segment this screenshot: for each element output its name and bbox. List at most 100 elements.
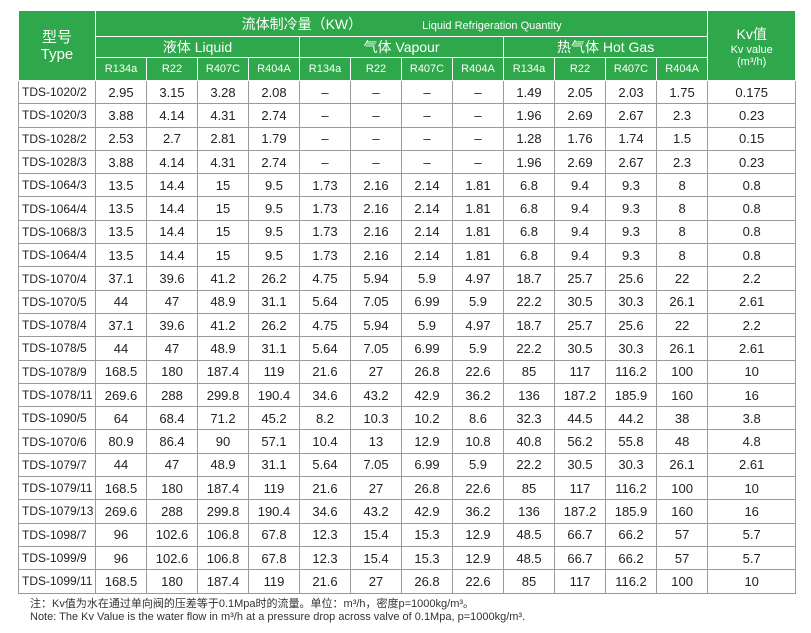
model-cell: TDS-1098/7	[18, 522, 96, 547]
value-cell: 66.2	[605, 545, 657, 571]
value-cell: 2.03	[605, 79, 657, 105]
value-cell: 2.67	[605, 103, 657, 128]
value-cell: 22	[655, 312, 709, 338]
value-cell: 25.6	[605, 312, 657, 338]
value-cell: 1.81	[452, 243, 504, 268]
value-cell: 90	[197, 429, 249, 454]
refrigerant-header: R404A	[655, 57, 709, 81]
value-cell: 15	[197, 196, 249, 221]
value-cell: 32.3	[503, 406, 555, 431]
value-cell: 80.9	[95, 429, 147, 454]
value-cell: 2.16	[350, 219, 402, 245]
value-cell: –	[401, 126, 453, 151]
spec-table: 型号 Type 流体制冷量（KW） Liquid Refrigeration Qua…	[18, 10, 797, 594]
table-row: TDS-1079/7 44 47 48.9 31.1 5.64 7.05 6.99 5.9 22.…	[18, 452, 797, 478]
value-cell: 1.75	[655, 79, 709, 105]
value-cell: 2.3	[655, 103, 709, 128]
model-cell: TDS-1028/3	[18, 149, 96, 175]
value-cell: 31.1	[248, 452, 300, 478]
table-row: TDS-1099/9 96 102.6 106.8 67.8 12.3 15.4 15.3 12…	[18, 545, 797, 571]
model-label-cn: 型号	[41, 28, 72, 46]
value-cell: 12.3	[299, 522, 351, 547]
value-cell: 43.2	[350, 382, 402, 408]
value-cell: 48.9	[197, 452, 249, 478]
value-cell: 36.2	[452, 382, 504, 408]
value-cell: 21.6	[299, 569, 351, 594]
value-cell: 3.28	[197, 79, 249, 105]
value-cell: 2.16	[350, 243, 402, 268]
model-cell: TDS-1090/5	[18, 406, 96, 431]
value-cell: 117	[554, 359, 606, 384]
value-cell: 5.64	[299, 336, 351, 361]
value-cell: 136	[503, 499, 555, 524]
table-row: TDS-1020/2 2.95 3.15 3.28 2.08– – – –1.49 2.05 2.…	[18, 79, 797, 105]
value-cell: 2.14	[401, 196, 453, 221]
table-row: TDS-1079/13 269.6 288 299.8 190.4 34.6 43.2 42.…	[18, 499, 797, 524]
value-cell: 8.6	[452, 406, 504, 431]
value-cell: 3.8	[707, 406, 797, 431]
value-cell: 16	[707, 382, 797, 408]
value-cell: 269.6	[95, 382, 147, 408]
value-cell: 64	[95, 406, 147, 431]
value-cell: 0.15	[707, 126, 797, 151]
value-cell: 45.2	[248, 406, 300, 431]
value-cell: 47	[146, 289, 198, 314]
value-cell: 8	[655, 219, 709, 245]
note-cn: 注：Kv值为水在通过单向阀的压差等于0.1Mpa时的流量。单位：m³/h，密度p…	[30, 598, 475, 610]
value-cell: 18.7	[503, 312, 555, 338]
model-cell: TDS-1070/6	[18, 429, 96, 454]
table-row: TDS-1064/4 13.5 14.4 15 9.5 1.73 2.16 2.14 1.81 6…	[18, 243, 797, 268]
value-cell: 42.9	[401, 499, 453, 524]
value-cell: 160	[655, 499, 709, 524]
model-cell: TDS-1070/4	[18, 266, 96, 291]
value-cell: 0.23	[707, 103, 797, 128]
value-cell: 100	[655, 359, 709, 384]
value-cell: 4.14	[146, 149, 198, 175]
value-cell: 180	[146, 359, 198, 384]
value-cell: 2.74	[248, 103, 300, 128]
value-cell: 100	[655, 569, 709, 594]
value-cell: 10.3	[350, 406, 402, 431]
value-cell: 48	[655, 429, 709, 454]
table-row: TDS-1078/5 44 47 48.9 31.1 5.64 7.05 6.99 5.9 22.…	[18, 336, 797, 361]
value-cell: 5.7	[707, 545, 797, 571]
model-cell: TDS-1028/2	[18, 126, 96, 151]
value-cell: 5.64	[299, 289, 351, 314]
value-cell: 2.14	[401, 219, 453, 245]
value-cell: 3.88	[95, 149, 147, 175]
value-cell: 2.61	[707, 289, 797, 314]
value-cell: 85	[503, 476, 555, 501]
value-cell: 15.4	[350, 522, 402, 547]
value-cell: 42.9	[401, 382, 453, 408]
table-row: TDS-1068/3 13.5 14.4 15 9.5 1.73 2.16 2.14 1.81 6…	[18, 219, 797, 245]
value-cell: 66.2	[605, 522, 657, 547]
refrigerant-header: R404A	[452, 57, 504, 81]
refrigerant-header: R134a	[299, 57, 351, 81]
value-cell: 168.5	[95, 359, 147, 384]
model-cell: TDS-1079/13	[18, 499, 96, 524]
refrigerant-header: R407C	[401, 57, 453, 81]
spec-table-wrap: 型号 Type 流体制冷量（KW） Liquid Refrigeration Qua…	[18, 10, 797, 594]
value-cell: 190.4	[248, 382, 300, 408]
value-cell: 0.8	[707, 173, 797, 198]
value-cell: 100	[655, 476, 709, 501]
model-cell: TDS-1064/3	[18, 173, 96, 198]
table-row: TDS-1099/11 168.5 180 187.4 119 21.6 27 26.8 22.…	[18, 569, 797, 594]
value-cell: 57.1	[248, 429, 300, 454]
value-cell: 16	[707, 499, 797, 524]
value-cell: 37.1	[95, 266, 147, 291]
value-cell: 9.3	[605, 173, 657, 198]
value-cell: 5.9	[401, 266, 453, 291]
kv-header: Kv值 Kv value (m³/h)	[707, 10, 797, 81]
table-row: TDS-1078/11 269.6 288 299.8 190.4 34.6 43.2 42.…	[18, 382, 797, 408]
value-cell: 9.3	[605, 196, 657, 221]
value-cell: 2.69	[554, 103, 606, 128]
value-cell: –	[401, 79, 453, 105]
value-cell: 1.49	[503, 79, 555, 105]
value-cell: 4.97	[452, 266, 504, 291]
value-cell: 56.2	[554, 429, 606, 454]
value-cell: 13.5	[95, 196, 147, 221]
value-cell: 4.75	[299, 266, 351, 291]
value-cell: 44.5	[554, 406, 606, 431]
table-body: TDS-1020/2 2.95 3.15 3.28 2.08– – – –1.49 2.05 2.…	[18, 79, 797, 594]
